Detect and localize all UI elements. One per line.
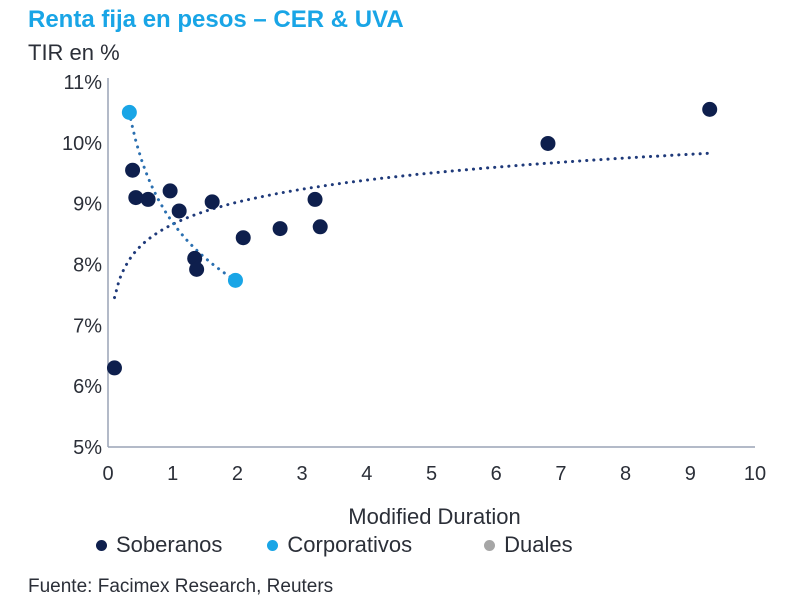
point-soberanos	[272, 221, 288, 237]
legend: Soberanos Corporativos Duales	[96, 532, 573, 558]
point-soberanos	[189, 261, 205, 277]
y-tick-label: 6%	[73, 376, 102, 398]
x-tick-label: 3	[297, 463, 308, 485]
point-soberanos	[540, 135, 556, 151]
point-soberanos	[125, 162, 141, 178]
legend-marker-corporativos	[267, 539, 279, 551]
y-tick-label: 5%	[73, 437, 102, 459]
x-tick-label: 10	[744, 463, 766, 485]
point-soberanos	[235, 230, 251, 246]
source-note: Fuente: Facimex Research, Reuters	[28, 576, 334, 597]
legend-marker-soberanos	[96, 539, 107, 551]
point-soberanos	[128, 190, 144, 206]
point-soberanos	[702, 101, 718, 117]
axes: 0 1 2 3 4 5 6 7 8 9 10 5% 6% 7% 8% 9% 10% 11%	[62, 72, 766, 485]
point-soberanos	[106, 360, 122, 376]
point-soberanos	[140, 191, 156, 207]
x-axis-label: Modified Duration	[348, 504, 520, 529]
x-tick-label: 5	[426, 463, 437, 485]
x-tick-label: 4	[361, 463, 372, 485]
y-tick-label: 11%	[63, 72, 102, 94]
legend-item-duales: Duales	[484, 532, 573, 558]
x-tick-label: 6	[491, 463, 502, 485]
y-tick-label: 9%	[73, 194, 102, 216]
x-tick-label: 2	[232, 463, 243, 485]
x-tick-label: 0	[102, 463, 113, 485]
legend-item-soberanos: Soberanos	[96, 532, 222, 558]
trendline-corporativos	[127, 110, 237, 282]
y-tick-label: 7%	[73, 315, 102, 337]
point-soberanos	[307, 191, 323, 207]
chart-title: Renta fija en pesos – CER & UVA	[28, 6, 404, 33]
legend-marker-duales	[484, 539, 496, 551]
x-tick-label: 7	[555, 463, 566, 485]
point-soberanos	[312, 219, 328, 235]
legend-label-duales: Duales	[504, 532, 573, 557]
y-tick-label: 10%	[62, 133, 102, 155]
point-soberanos	[162, 183, 178, 199]
point-corporativos	[227, 272, 243, 288]
legend-label-soberanos: Soberanos	[116, 532, 223, 557]
legend-item-corporativos: Corporativos	[267, 532, 412, 558]
y-tick-label: 8%	[73, 255, 102, 277]
legend-label-corporativos: Corporativos	[287, 532, 413, 557]
x-tick-label: 9	[685, 463, 696, 485]
x-tick-label: 8	[620, 463, 631, 485]
point-soberanos	[171, 203, 187, 219]
point-corporativos	[121, 104, 137, 120]
data-points	[106, 101, 718, 376]
point-soberanos	[204, 194, 220, 210]
x-tick-label: 1	[167, 463, 178, 485]
y-axis-unit-label: TIR en %	[28, 40, 120, 65]
trendline-soberanos	[113, 151, 712, 300]
